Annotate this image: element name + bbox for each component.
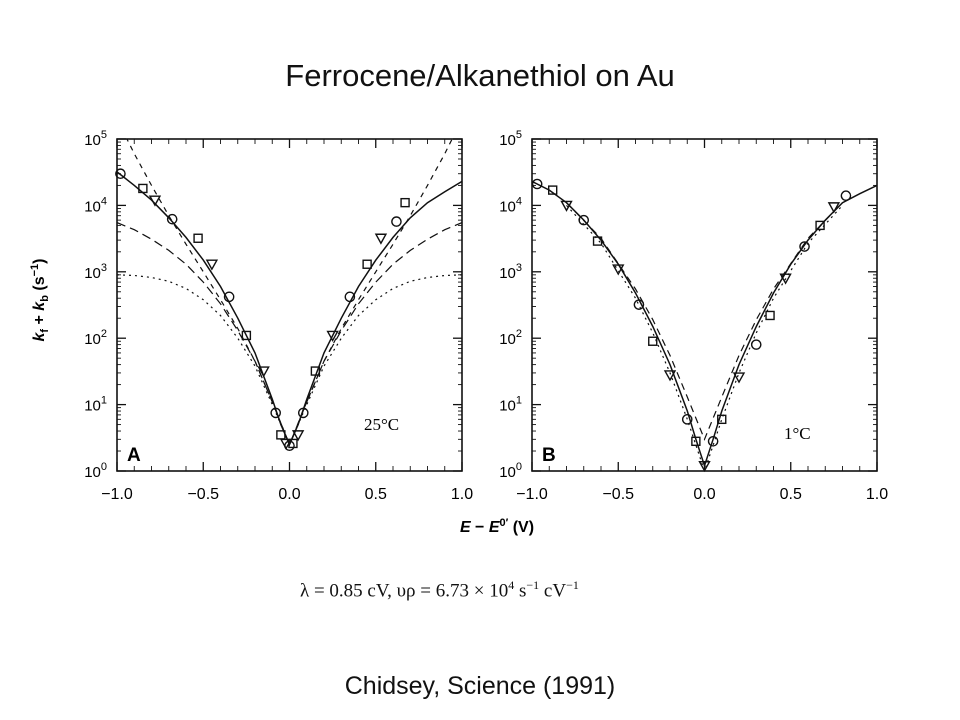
curve-dotted (117, 274, 462, 447)
temperature-annotation: 1°C (784, 424, 811, 443)
y-tick-label: 104 (499, 195, 522, 215)
slide-title: Ferrocene/Alkanethiol on Au (285, 58, 675, 93)
equation-rhs: = 6.73 × 10 (420, 580, 509, 602)
data-point (707, 436, 719, 447)
data-point (840, 190, 852, 201)
curve-dashed-upper (126, 139, 453, 447)
data-point (633, 299, 645, 310)
data-point (241, 330, 252, 341)
data-point (681, 414, 693, 425)
data-point (612, 264, 625, 276)
data-point (698, 461, 711, 473)
data-point (362, 259, 372, 269)
y-tick-label: 100 (499, 461, 522, 481)
x-tick-label: −0.5 (187, 486, 219, 503)
y-tick-label: 105 (84, 129, 107, 149)
panel-a-frame (116, 138, 463, 472)
data-point (257, 366, 270, 378)
x-axis-label: E − E0′ (V) (460, 517, 534, 536)
data-point (166, 213, 178, 225)
x-tick-label: −1.0 (516, 486, 548, 503)
data-point (344, 291, 356, 303)
data-point (765, 310, 775, 321)
data-point (717, 414, 727, 425)
curve-dashed-lower (117, 222, 462, 447)
data-point (827, 202, 841, 214)
data-point (310, 366, 321, 376)
data-point (297, 407, 309, 419)
data-point (205, 259, 219, 271)
data-point (374, 233, 388, 245)
data-point (291, 430, 305, 442)
data-point (732, 372, 746, 384)
panel-b: 100 101 102 103 104 105 −1.0 −0.5 0.0 0.5 1.0 B 1°C (499, 129, 888, 503)
data-point (578, 214, 590, 226)
data-point (648, 336, 658, 346)
data-point (270, 407, 282, 419)
x-tick-label: −1.0 (101, 486, 133, 503)
equation-unit: s (514, 580, 527, 602)
data-point (592, 236, 603, 246)
equation-exp1: 4 (508, 578, 515, 592)
y-tick-label: 102 (499, 328, 522, 348)
temperature-annotation: 25°C (364, 415, 399, 434)
equation: λ = 0.85 cV, υρ = 6.73 × 104 s−1 cV−1 (300, 578, 579, 602)
y-tick-label: 103 (84, 262, 107, 282)
y-tick-label: 103 (499, 262, 522, 282)
data-point (691, 436, 701, 447)
panel-label: B (542, 445, 556, 466)
data-point (531, 178, 543, 190)
curve-solid (117, 171, 462, 447)
data-point (663, 370, 677, 382)
data-point (115, 168, 126, 180)
panel-label: A (127, 445, 141, 466)
panel-a: 100 101 102 103 104 105 −1.0 −0.5 0.0 0.5 1.0 A 25°C (84, 129, 473, 503)
x-tick-label: 0.5 (365, 486, 387, 503)
x-tick-label: 0.0 (278, 486, 300, 503)
y-tick-label: 101 (84, 395, 107, 415)
y-axis-label: kf + kb (s−1) (29, 259, 51, 342)
y-tick-label: 100 (84, 461, 107, 481)
data-point (815, 220, 825, 231)
curve-dashed (566, 202, 843, 441)
data-point (193, 233, 203, 243)
data-point (750, 339, 762, 350)
data-point (138, 183, 148, 194)
data-point (799, 241, 810, 252)
data-point (326, 330, 339, 342)
x-tick-label: 0.5 (780, 486, 802, 503)
x-tick-label: −0.5 (602, 486, 634, 503)
equation-lambda: λ = 0.85 cV, υρ (300, 580, 416, 602)
equation-exp3: −1 (566, 578, 579, 592)
x-tick-label: 1.0 (451, 486, 473, 503)
data-point (223, 291, 235, 303)
x-tick-label: 1.0 (866, 486, 888, 503)
data-point (560, 200, 573, 212)
data-point (148, 195, 162, 207)
citation: Chidsey, Science (1991) (344, 672, 616, 700)
data-point (779, 273, 792, 285)
data-point (391, 216, 402, 227)
y-tick-label: 102 (84, 328, 107, 348)
equation-unit2: cV (539, 580, 567, 602)
y-tick-label: 101 (499, 395, 522, 415)
data-point (400, 197, 410, 208)
curve-solid (532, 180, 877, 469)
y-tick-label: 104 (84, 195, 107, 215)
y-tick-label: 105 (499, 129, 522, 149)
equation-exp2: −1 (526, 578, 540, 592)
x-tick-label: 0.0 (693, 486, 715, 503)
panel-b-frame (531, 138, 878, 472)
data-point (548, 185, 558, 195)
data-point (288, 438, 298, 449)
